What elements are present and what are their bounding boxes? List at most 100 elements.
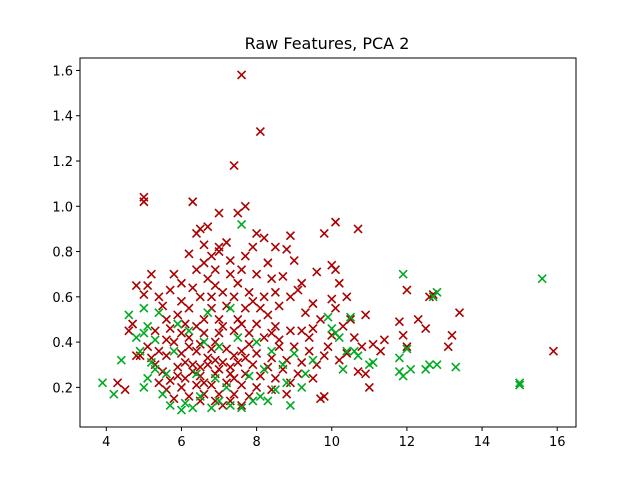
data-point-series-0	[252, 319, 262, 329]
data-point-series-0	[210, 280, 220, 291]
data-point-series-1	[150, 364, 160, 374]
data-point-series-0	[188, 360, 198, 370]
data-point-series-1	[345, 312, 356, 322]
data-point-series-0	[184, 333, 194, 343]
data-point-series-0	[176, 296, 187, 306]
data-point-series-0	[338, 321, 348, 331]
data-point-series-0	[184, 249, 194, 259]
data-point-series-0	[146, 269, 156, 279]
data-point-series-1	[424, 360, 435, 370]
data-point-series-0	[214, 389, 224, 399]
data-point-series-0	[270, 287, 280, 297]
data-point-series-0	[128, 319, 138, 329]
data-point-series-0	[244, 328, 254, 338]
data-point-series-0	[139, 197, 149, 207]
data-point-series-0	[376, 346, 386, 356]
data-point-series-0	[252, 348, 262, 358]
data-point-series-0	[421, 323, 431, 334]
data-point-series-0	[357, 342, 367, 352]
data-point-series-1	[176, 405, 187, 415]
data-point-series-0	[180, 319, 190, 329]
data-point-series-1	[206, 403, 217, 413]
data-point-series-0	[154, 292, 164, 302]
data-point-series-0	[267, 274, 277, 284]
data-point-series-1	[221, 382, 232, 392]
data-point-series-1	[237, 219, 247, 229]
data-point-series-1	[334, 333, 344, 343]
data-point-series-0	[267, 385, 277, 395]
data-point-series-0	[203, 360, 213, 370]
data-point-series-1	[188, 403, 198, 413]
data-point-series-0	[240, 201, 250, 211]
data-point-series-0	[270, 242, 280, 252]
data-point-series-0	[184, 342, 194, 352]
data-point-series-1	[353, 351, 363, 361]
data-point-series-0	[161, 314, 171, 325]
data-point-series-1	[451, 362, 461, 372]
data-point-series-0	[282, 389, 292, 399]
y-tick-label: 0.2	[52, 381, 73, 396]
data-point-series-0	[173, 371, 183, 381]
data-point-series-0	[308, 299, 318, 309]
data-point-series-0	[169, 269, 179, 279]
data-point-series-0	[342, 292, 352, 302]
data-point-series-0	[206, 344, 217, 354]
data-point-series-0	[240, 303, 250, 313]
data-point-series-0	[214, 208, 224, 218]
data-point-series-0	[229, 373, 239, 383]
data-point-series-0	[225, 269, 235, 279]
x-tick-label: 8	[252, 435, 260, 450]
data-point-series-0	[267, 353, 277, 363]
y-axis: 0.2 0.4 0.6 0.8 1.0 1.2 1.4 1.6	[52, 64, 80, 396]
data-point-series-1	[131, 333, 141, 343]
data-point-series-0	[259, 233, 269, 243]
data-point-series-0	[293, 285, 303, 295]
data-point-series-1	[109, 389, 119, 399]
data-point-series-0	[214, 242, 224, 252]
data-point-series-1	[143, 321, 153, 331]
data-point-series-0	[289, 256, 299, 266]
data-point-series-0	[319, 391, 329, 402]
data-point-series-0	[300, 308, 311, 318]
data-point-series-0	[176, 382, 187, 392]
data-point-series-0	[180, 373, 190, 383]
data-point-series-0	[240, 353, 250, 363]
data-point-series-1	[210, 373, 220, 383]
data-point-series-0	[237, 400, 247, 411]
data-point-series-0	[244, 287, 254, 297]
data-point-series-1	[398, 371, 408, 381]
data-point-series-1	[515, 378, 525, 388]
data-point-series-0	[263, 258, 273, 268]
data-point-series-1	[135, 346, 145, 356]
data-point-series-0	[274, 335, 284, 345]
data-point-series-0	[349, 333, 359, 343]
data-point-series-0	[398, 330, 408, 340]
y-tick-label: 1.6	[52, 64, 73, 79]
data-point-series-1	[338, 364, 348, 374]
plot-area-frame	[79, 57, 577, 428]
data-point-series-0	[361, 310, 371, 320]
data-point-series-1	[515, 380, 525, 390]
data-point-series-1	[237, 403, 247, 413]
data-point-series-1	[270, 385, 280, 395]
data-point-series-0	[240, 251, 250, 261]
data-point-series-1	[432, 287, 442, 297]
data-point-series-0	[237, 265, 247, 275]
data-point-series-0	[210, 265, 220, 275]
data-point-series-0	[184, 391, 194, 402]
data-point-series-1	[244, 371, 254, 381]
data-point-series-0	[361, 369, 371, 379]
data-point-series-0	[285, 231, 295, 241]
data-point-series-0	[199, 258, 209, 268]
data-point-series-1	[165, 400, 175, 411]
data-point-series-0	[259, 333, 269, 343]
data-point-series-1	[116, 355, 126, 365]
data-point-series-1	[139, 382, 149, 392]
data-point-series-0	[319, 351, 329, 361]
data-point-series-0	[297, 326, 307, 336]
data-point-series-0	[330, 265, 341, 275]
data-point-series-0	[195, 292, 205, 302]
data-point-series-1	[139, 303, 149, 313]
data-point-series-0	[263, 310, 273, 320]
data-point-series-0	[191, 346, 202, 356]
